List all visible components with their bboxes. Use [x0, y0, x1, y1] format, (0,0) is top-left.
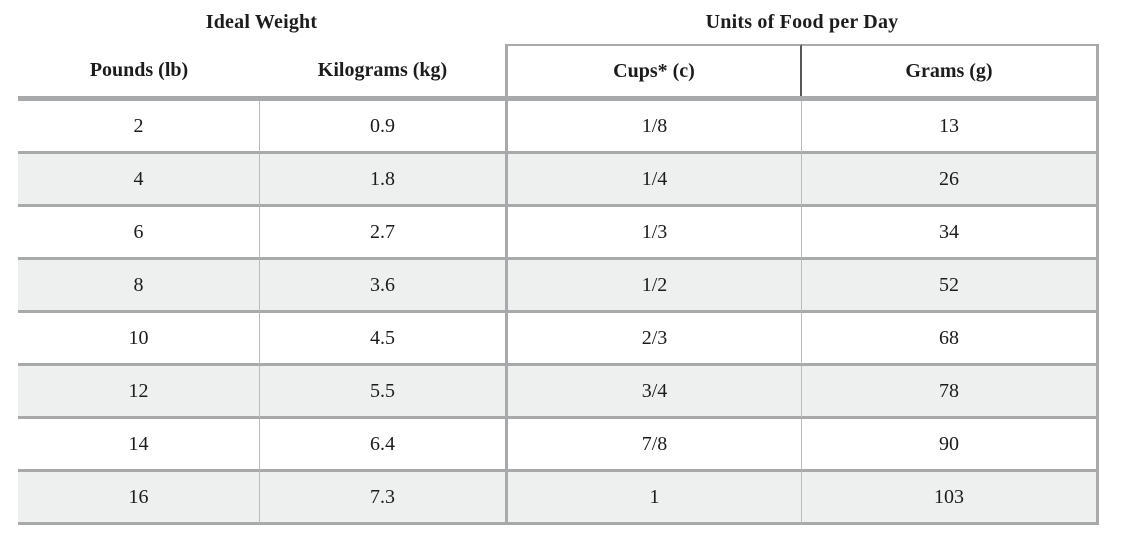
column-header-grams: Grams (g) — [802, 44, 1099, 96]
table-cell: 10 — [18, 313, 260, 366]
column-header-kilograms: Kilograms (kg) — [317, 58, 448, 81]
table-cell: 0.9 — [260, 101, 505, 154]
table-cell: 3.6 — [260, 260, 505, 313]
table-cell: 34 — [802, 207, 1099, 260]
table-cell: 52 — [802, 260, 1099, 313]
table-cell: 1/8 — [505, 101, 802, 154]
table-cell: 103 — [802, 472, 1099, 525]
feeding-table: Ideal Weight Units of Food per Day Pound… — [18, 0, 1099, 525]
table-cell: 4.5 — [260, 313, 505, 366]
column-header-cups: Cups* (c) — [505, 44, 802, 96]
table-cell: 68 — [802, 313, 1099, 366]
table-cell: 78 — [802, 366, 1099, 419]
table-cell: 4 — [18, 154, 260, 207]
table-cell: 2/3 — [505, 313, 802, 366]
table-cell: 3/4 — [505, 366, 802, 419]
table-cell: 1/4 — [505, 154, 802, 207]
table-cell: 26 — [802, 154, 1099, 207]
table-cell: 1/2 — [505, 260, 802, 313]
table-cell: 16 — [18, 472, 260, 525]
table-cell: 1.8 — [260, 154, 505, 207]
table-cell: 1/3 — [505, 207, 802, 260]
table-cell: 12 — [18, 366, 260, 419]
table-cell: 8 — [18, 260, 260, 313]
column-header-pounds: Pounds (lb) — [89, 58, 189, 81]
table-cell: 90 — [802, 419, 1099, 472]
table-cell: 7.3 — [260, 472, 505, 525]
table-cell: 5.5 — [260, 366, 505, 419]
section-title-ideal-weight: Ideal Weight — [205, 10, 318, 33]
section-title-units-of-food: Units of Food per Day — [705, 10, 899, 33]
table-cell: 6.4 — [260, 419, 505, 472]
table-cell: 2 — [18, 101, 260, 154]
table-cell: 1 — [505, 472, 802, 525]
header-rule — [18, 96, 1099, 101]
table-cell: 13 — [802, 101, 1099, 154]
table-cell: 7/8 — [505, 419, 802, 472]
table-cell: 2.7 — [260, 207, 505, 260]
table-cell: 14 — [18, 419, 260, 472]
table-cell: 6 — [18, 207, 260, 260]
